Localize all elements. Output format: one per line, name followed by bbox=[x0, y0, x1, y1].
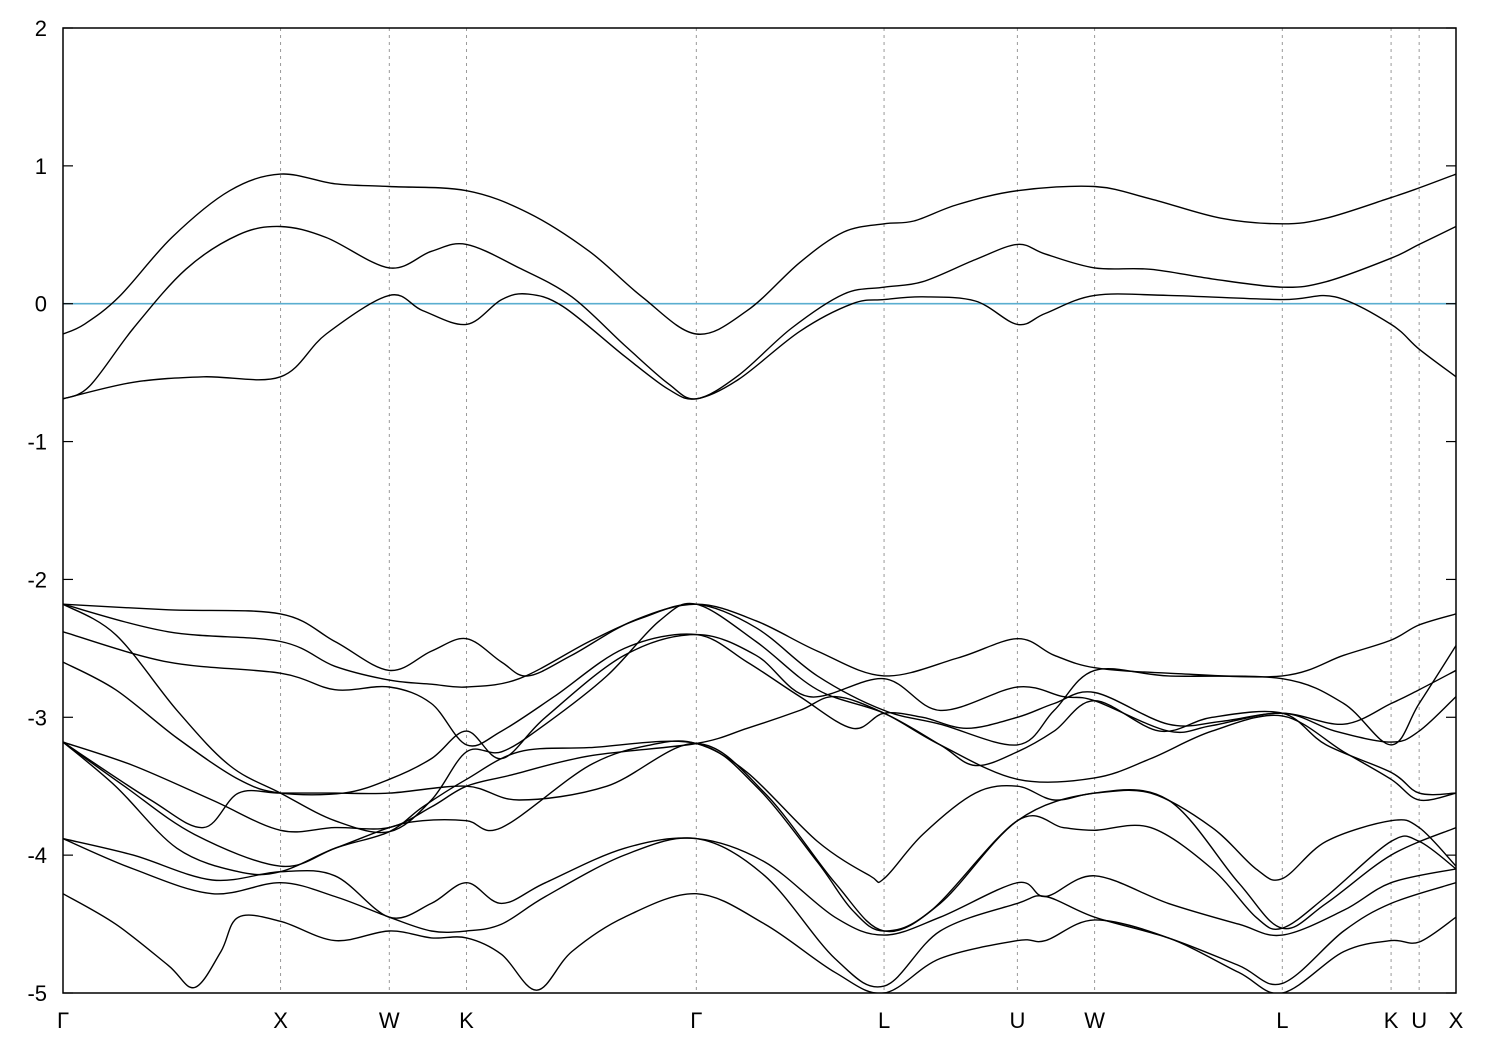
band-line-4 bbox=[63, 603, 1456, 678]
y-tick-label: 2 bbox=[35, 16, 47, 41]
kpoint-label: L bbox=[1276, 1008, 1288, 1033]
band-line-12 bbox=[63, 741, 1456, 933]
kpoint-label: U bbox=[1009, 1008, 1025, 1033]
band-line-14 bbox=[63, 837, 1456, 988]
y-tick-label: -5 bbox=[27, 981, 47, 1006]
band-line-1 bbox=[63, 173, 1456, 335]
band-line-7 bbox=[63, 633, 1456, 796]
plot-frame bbox=[62, 27, 1457, 994]
kpoint-label: Γ bbox=[57, 1008, 69, 1033]
kpoint-label: Γ bbox=[690, 1008, 702, 1033]
kpoint-label: K bbox=[459, 1008, 474, 1033]
band-line-15 bbox=[63, 892, 1456, 993]
band-line-13 bbox=[63, 837, 1456, 937]
band-line-11 bbox=[63, 740, 1456, 932]
kpoint-label: K bbox=[1384, 1008, 1399, 1033]
y-tick-label: -4 bbox=[27, 843, 47, 868]
kpoint-gridlines bbox=[280, 28, 1420, 993]
y-tick-label: -1 bbox=[27, 430, 47, 455]
band-line-5 bbox=[63, 603, 1456, 746]
band-line-3 bbox=[63, 293, 1456, 400]
kpoint-label: X bbox=[1449, 1008, 1464, 1033]
band-line-9 bbox=[63, 695, 1456, 833]
kpoint-label: L bbox=[878, 1008, 890, 1033]
y-tick-label: 0 bbox=[35, 292, 47, 317]
band-line-2 bbox=[63, 225, 1456, 400]
kpoint-label: W bbox=[1084, 1008, 1105, 1033]
band-lines bbox=[63, 173, 1456, 993]
band-line-10 bbox=[63, 740, 1456, 884]
y-tick-label: -3 bbox=[27, 705, 47, 730]
kpoint-label: W bbox=[379, 1008, 400, 1033]
kpoint-label: U bbox=[1411, 1008, 1427, 1033]
y-tick-label: 1 bbox=[35, 154, 47, 179]
y-axis-ticks: 2 1 0 -1 -2 -3 -4 -5 bbox=[27, 16, 1456, 1006]
band-line-6 bbox=[63, 631, 1456, 747]
y-tick-label: -2 bbox=[27, 567, 47, 592]
band-line-8 bbox=[63, 602, 1456, 834]
kpoint-label: X bbox=[273, 1008, 288, 1033]
